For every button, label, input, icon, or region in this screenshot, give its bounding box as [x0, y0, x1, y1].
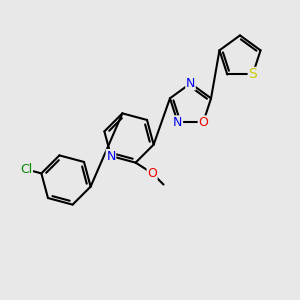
Text: N: N [173, 116, 182, 129]
Text: S: S [248, 68, 257, 82]
Text: N: N [106, 149, 116, 163]
Text: Cl: Cl [20, 163, 32, 176]
Text: O: O [198, 116, 208, 129]
Text: N: N [186, 77, 195, 90]
Text: O: O [147, 167, 157, 180]
